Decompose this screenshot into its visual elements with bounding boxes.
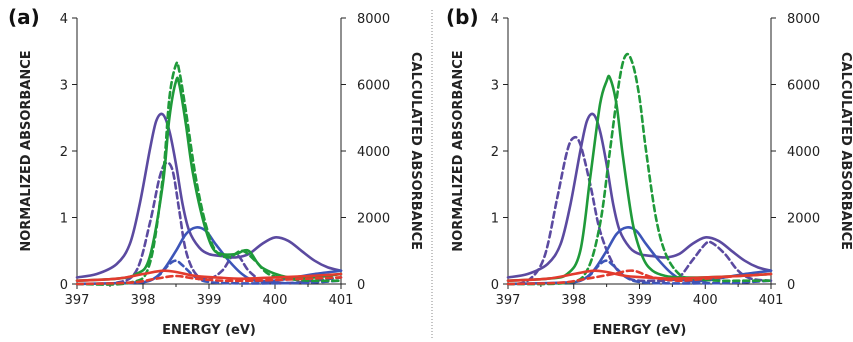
panel-a: (a)397 398 399 400 4010123402000400060008000…: [8, 5, 423, 338]
y-left-tick-label: 3: [491, 79, 499, 94]
x-tick-label: 398: [561, 293, 586, 308]
series-line-3-dashed: [75, 259, 343, 286]
series-line-1-dashed: [506, 135, 773, 286]
y-right-axis-label: CALCULATED ABSORBANCE: [838, 52, 853, 250]
series-line-7-dashed: [75, 274, 343, 286]
x-tick-label: 401: [759, 293, 784, 308]
series-line-0-solid: [506, 112, 773, 279]
x-axis-label: ENERGY (eV): [593, 323, 687, 338]
y-left-tick-label: 1: [491, 212, 499, 227]
x-tick-label: 399: [197, 293, 222, 308]
y-left-tick-label: 0: [491, 278, 499, 293]
series-line-0-solid: [75, 112, 343, 279]
y-right-tick-label: 6000: [787, 79, 820, 94]
y-left-tick-label: 4: [491, 12, 499, 27]
y-right-tick-label: 2000: [357, 212, 390, 227]
y-right-tick-label: 6000: [357, 79, 390, 94]
y-right-tick-label: 0: [787, 278, 795, 293]
y-right-tick-label: 4000: [357, 145, 390, 160]
panel-label: (b): [446, 5, 479, 29]
y-left-tick-label: 4: [60, 12, 68, 27]
x-tick-label: 398: [131, 293, 156, 308]
y-left-tick-label: 1: [60, 212, 68, 227]
y-left-axis-label: NORMALIZED ABSORBANCE: [19, 50, 34, 251]
series-line-6-solid: [75, 269, 343, 282]
x-tick-label: 401: [329, 293, 354, 308]
series-line-5-dashed: [75, 61, 343, 286]
y-right-tick-label: 0: [357, 278, 365, 293]
y-right-tick-label: 2000: [787, 212, 820, 227]
y-right-tick-label: 4000: [787, 145, 820, 160]
x-axis-label: ENERGY (eV): [162, 323, 256, 338]
y-left-tick-label: 2: [60, 145, 68, 160]
y-left-tick-label: 0: [60, 278, 68, 293]
series-line-1-dashed: [75, 161, 343, 286]
x-tick-label: 399: [627, 293, 652, 308]
panel-label: (a): [8, 5, 40, 29]
y-left-tick-label: 3: [60, 79, 68, 94]
x-tick-label: 400: [263, 293, 288, 308]
series-line-7-dashed: [506, 269, 773, 286]
y-right-tick-label: 8000: [787, 12, 820, 27]
panel-b: (b)397 398 399 400 4010123402000400060008000…: [446, 5, 853, 338]
x-tick-label: 397: [496, 293, 521, 308]
y-right-tick-label: 8000: [357, 12, 390, 27]
y-left-tick-label: 2: [491, 145, 499, 160]
y-right-axis-label: CALCULATED ABSORBANCE: [408, 52, 423, 250]
x-tick-label: 400: [693, 293, 718, 308]
x-tick-label: 397: [65, 293, 90, 308]
y-left-axis-label: NORMALIZED ABSORBANCE: [451, 50, 466, 251]
